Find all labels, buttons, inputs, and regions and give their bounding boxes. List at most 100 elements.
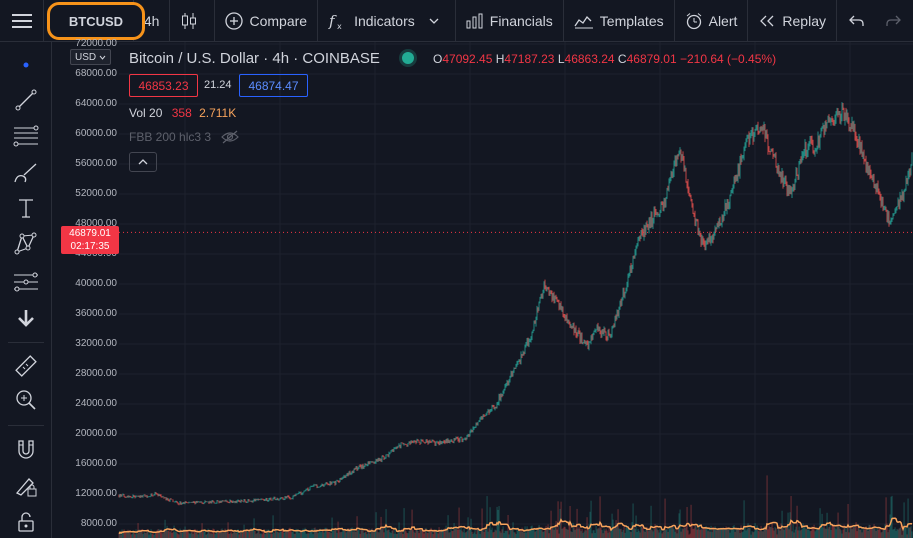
collapse-legend-button[interactable] bbox=[129, 152, 157, 172]
volume-bar bbox=[835, 529, 837, 538]
text-tool[interactable] bbox=[0, 190, 52, 226]
volume-bar bbox=[279, 531, 281, 538]
volume-bar bbox=[590, 500, 592, 538]
volume-bar bbox=[537, 527, 539, 538]
volume-bar bbox=[418, 533, 420, 538]
volume-bar bbox=[528, 529, 530, 538]
interval-button[interactable]: 4h bbox=[134, 0, 171, 42]
main-menu-button[interactable] bbox=[0, 0, 45, 42]
volume-bar bbox=[660, 530, 662, 538]
volume-bar bbox=[587, 529, 589, 538]
volume-bar bbox=[755, 527, 757, 538]
symbol-search-button[interactable]: BTCUSD bbox=[47, 2, 145, 40]
volume-bar bbox=[535, 530, 537, 538]
volume-bar bbox=[400, 532, 402, 538]
volume-bar bbox=[143, 532, 145, 538]
chart-type-button[interactable] bbox=[170, 0, 216, 42]
volume-value: 358 bbox=[171, 106, 192, 120]
buy-price-button[interactable]: 46874.47 bbox=[239, 74, 308, 97]
volume-bar bbox=[767, 529, 769, 538]
volume-bar bbox=[668, 527, 670, 538]
volume-bar bbox=[857, 527, 859, 538]
brush-tool[interactable] bbox=[0, 155, 52, 191]
volume-bar bbox=[515, 533, 517, 538]
volume-bar bbox=[529, 529, 531, 538]
prediction-tool[interactable] bbox=[0, 264, 52, 300]
price-axis[interactable]: 72000.00 68000.00 64000.00 60000.00 56000.00… bbox=[53, 38, 119, 538]
volume-bar bbox=[294, 533, 296, 538]
magnet-tool[interactable] bbox=[0, 432, 52, 468]
volume-bar bbox=[809, 531, 811, 538]
volume-bar bbox=[814, 531, 816, 538]
volume-bar bbox=[575, 528, 577, 538]
volume-bar bbox=[910, 525, 912, 538]
volume-bar bbox=[709, 531, 711, 538]
crosshair-tool[interactable] bbox=[0, 47, 52, 83]
volume-bar bbox=[131, 534, 133, 538]
symbol-legend-title[interactable]: Bitcoin / U.S. Dollar · 4h · COINBASE bbox=[129, 50, 380, 67]
volume-bar bbox=[218, 532, 220, 538]
financials-button[interactable]: Financials bbox=[456, 0, 564, 42]
volume-bar bbox=[202, 532, 204, 538]
price-axis-label: 64000.00 bbox=[75, 98, 117, 109]
undo-button[interactable] bbox=[837, 0, 879, 42]
volume-bar bbox=[221, 528, 223, 538]
volume-bar bbox=[235, 532, 237, 538]
volume-bar bbox=[737, 528, 739, 538]
volume-bar bbox=[440, 529, 442, 538]
redo-button[interactable] bbox=[879, 0, 913, 42]
volume-bar bbox=[897, 529, 899, 538]
volume-bar bbox=[685, 526, 687, 538]
volume-bar bbox=[633, 526, 635, 538]
volume-bar bbox=[769, 526, 771, 538]
volume-bar bbox=[807, 529, 809, 538]
volume-ma-value: 2.711K bbox=[199, 106, 237, 120]
volume-bar bbox=[698, 523, 700, 538]
sell-price-button[interactable]: 46853.23 bbox=[129, 74, 198, 97]
volume-bar bbox=[402, 533, 404, 538]
replay-button[interactable]: Replay bbox=[748, 0, 837, 42]
price-axis-label: 32000.00 bbox=[75, 338, 117, 349]
market-status-dot[interactable] bbox=[402, 52, 414, 64]
volume-bar bbox=[875, 530, 877, 538]
lock-all-tool[interactable] bbox=[0, 504, 52, 538]
volume-bar bbox=[904, 527, 906, 538]
volume-bar bbox=[509, 528, 511, 538]
arrow-tool[interactable] bbox=[0, 300, 52, 336]
trend-line-tool[interactable] bbox=[0, 82, 52, 118]
volume-bar bbox=[215, 531, 217, 538]
volume-bar bbox=[174, 532, 176, 538]
volume-bar bbox=[412, 530, 414, 538]
measure-tool[interactable] bbox=[0, 348, 52, 384]
currency-unit-select[interactable]: USD bbox=[70, 49, 112, 65]
candlestick-series bbox=[118, 102, 913, 506]
volume-bar bbox=[346, 529, 348, 538]
volume-bar bbox=[187, 530, 189, 538]
zoom-tool[interactable] bbox=[0, 382, 52, 418]
volume-legend[interactable]: Vol 20 358 2.711K bbox=[129, 106, 236, 120]
volume-bar bbox=[761, 531, 763, 538]
volume-bar bbox=[154, 532, 156, 538]
volume-bar bbox=[717, 528, 719, 538]
volume-bar bbox=[657, 530, 659, 538]
pattern-tool[interactable] bbox=[0, 226, 52, 262]
compare-button[interactable]: Compare bbox=[215, 0, 319, 42]
volume-bar bbox=[161, 533, 163, 538]
alert-button[interactable]: Alert bbox=[675, 0, 749, 42]
lock-drawings-tool[interactable] bbox=[0, 468, 52, 504]
volume-bar bbox=[792, 524, 794, 538]
volume-bar bbox=[877, 529, 879, 538]
volume-bar bbox=[591, 533, 593, 538]
volume-bar bbox=[527, 530, 529, 538]
fib-retracement-tool[interactable] bbox=[0, 118, 52, 154]
templates-button[interactable]: Templates bbox=[564, 0, 675, 42]
indicator-legend[interactable]: FBB 200 hlc3 3 bbox=[129, 130, 239, 144]
volume-bar bbox=[208, 531, 210, 538]
volume-bar bbox=[781, 510, 783, 538]
volume-bar bbox=[461, 530, 463, 538]
eye-hidden-icon[interactable] bbox=[221, 130, 239, 144]
chevron-down-icon[interactable] bbox=[429, 18, 439, 24]
